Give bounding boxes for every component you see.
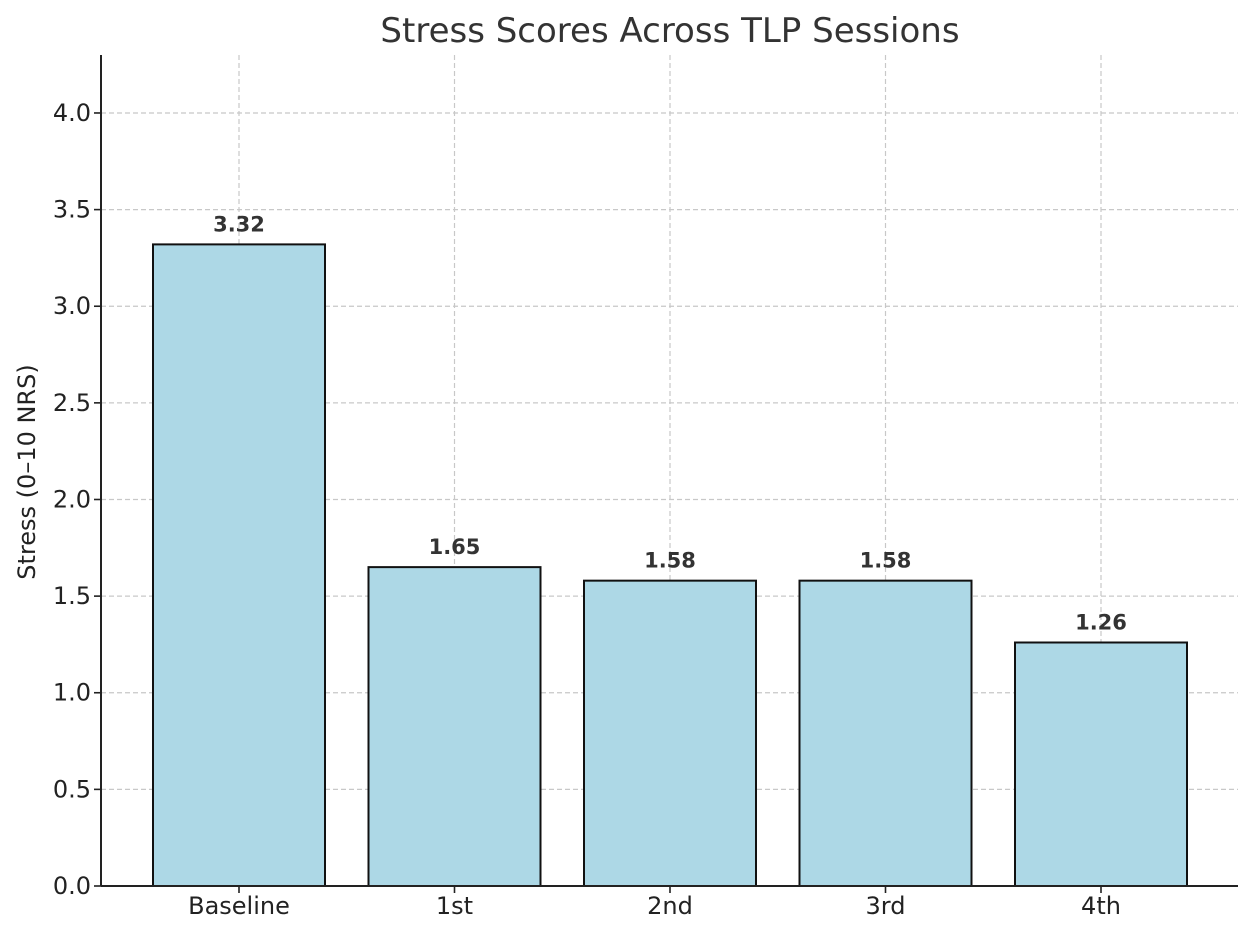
bar-data-label: 1.65 <box>429 535 481 559</box>
bar <box>583 579 757 887</box>
chart-title: Stress Scores Across TLP Sessions <box>380 11 959 51</box>
bar <box>798 579 973 887</box>
y-tick-label: 1.5 <box>53 582 91 610</box>
labels-layer: 0.0 0.5 1.0 1.5 2.0 2.5 3.0 3.5 4.0 3.32 Baseline 1… <box>53 99 1127 920</box>
bars-layer <box>152 243 1188 888</box>
y-tick-label: 0.5 <box>53 775 91 803</box>
y-tick-label: 1.0 <box>53 679 91 707</box>
bar-data-label: 1.58 <box>644 549 696 573</box>
bar <box>152 243 326 888</box>
x-tick-label: 4th <box>1081 892 1121 920</box>
x-tick-label: 3rd <box>866 892 906 920</box>
axes-layer <box>94 55 1238 893</box>
y-tick-label: 4.0 <box>53 99 91 127</box>
bar-data-label: 1.58 <box>860 549 912 573</box>
x-tick-label: 2nd <box>647 892 693 920</box>
y-axis-label: Stress (0–10 NRS) <box>13 364 41 579</box>
y-tick-label: 3.5 <box>53 196 91 224</box>
bar-data-label: 3.32 <box>213 212 265 236</box>
x-tick-label: 1st <box>436 892 473 920</box>
bar <box>1014 641 1188 887</box>
y-tick-label: 2.0 <box>53 485 91 513</box>
y-tick-label: 0.0 <box>53 872 91 900</box>
bar-data-label: 1.26 <box>1075 610 1127 634</box>
y-tick-label: 2.5 <box>53 389 91 417</box>
y-tick-label: 3.0 <box>53 292 91 320</box>
x-tick-label: Baseline <box>188 892 290 920</box>
bar <box>367 566 542 888</box>
